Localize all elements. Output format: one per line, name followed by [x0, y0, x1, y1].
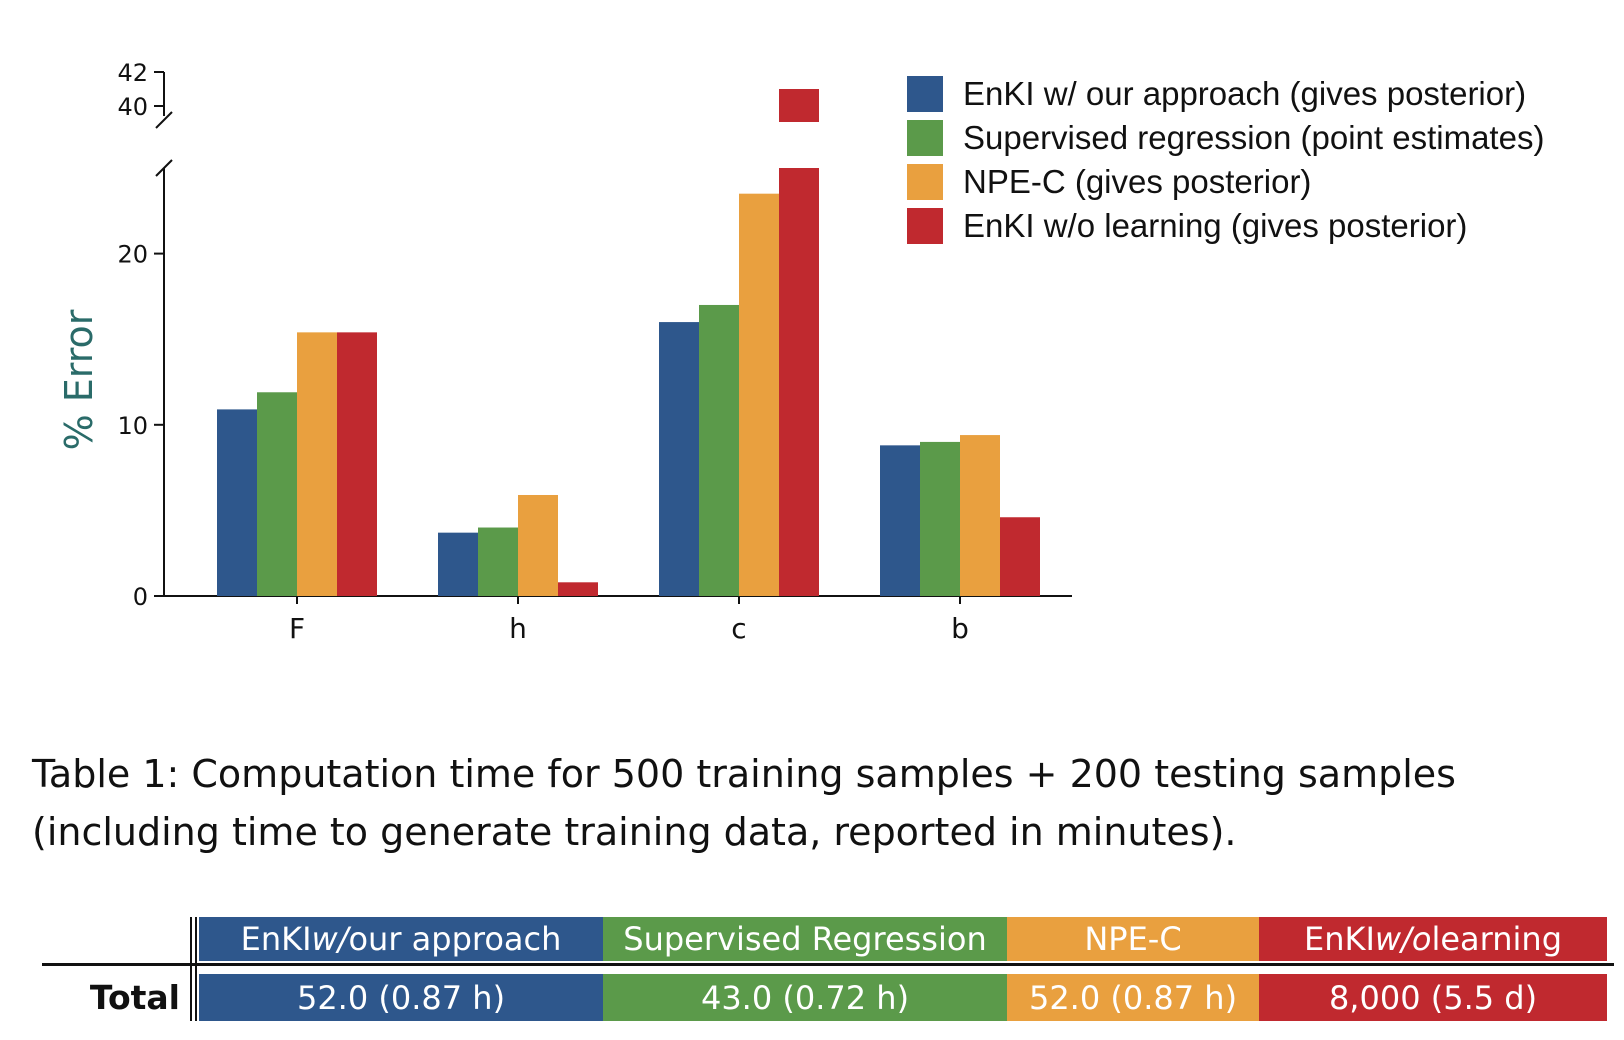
axis-break-mark-lower — [155, 159, 173, 177]
table-value-3: 52.0 (0.87 h) — [1007, 974, 1259, 1021]
bar-c-3 — [739, 193, 779, 596]
bar-b-4 — [1000, 517, 1040, 596]
table-top-rule — [42, 963, 1614, 966]
table-value-2: 43.0 (0.72 h) — [603, 974, 1007, 1021]
table-header-3: NPE-C — [1007, 917, 1259, 961]
y-axis-label: % Error — [57, 309, 101, 450]
table-value-4: 8,000 (5.5 d) — [1259, 974, 1607, 1021]
x-tick-label-c: c — [731, 612, 746, 645]
legend-label-2: Supervised regression (point estimates) — [963, 119, 1545, 156]
legend-item-4: EnKI w/o learning (gives posterior) — [907, 204, 1544, 248]
x-tick-label-b: b — [951, 612, 969, 645]
bar-c-1 — [659, 322, 699, 596]
bar-h-2 — [478, 527, 518, 596]
x-tick-label-h: h — [509, 612, 527, 645]
table-header-4: EnKI w/o learning — [1259, 917, 1607, 961]
legend: EnKI w/ our approach (gives posterior) Su… — [907, 72, 1544, 248]
table-caption: Table 1: Computation time for 500 traini… — [32, 745, 1592, 861]
bar-chart: 0 10 20 40 42 % Error F h c b — [57, 59, 1072, 645]
legend-swatch-3 — [907, 164, 943, 200]
legend-label-3: NPE-C (gives posterior) — [963, 163, 1312, 200]
bar-c-4-upper — [779, 89, 819, 122]
bar-b-3 — [960, 435, 1000, 596]
bar-b-2 — [920, 441, 960, 596]
y-tick-label-20: 20 — [117, 241, 148, 269]
y-tick-label-10: 10 — [117, 412, 148, 440]
legend-swatch-1 — [907, 76, 943, 112]
bar-F-3 — [297, 332, 337, 596]
row-label-total: Total — [89, 977, 180, 1017]
table-vrule-1 — [190, 917, 192, 1021]
legend-label-4: EnKI w/o learning (gives posterior) — [963, 207, 1468, 244]
legend-item-2: Supervised regression (point estimates) — [907, 116, 1544, 160]
bar-h-3 — [518, 494, 558, 596]
legend-swatch-2 — [907, 120, 943, 156]
table-header-1: EnKI w/ our approach — [199, 917, 603, 961]
bar-F-2 — [257, 392, 297, 596]
legend-swatch-4 — [907, 208, 943, 244]
bar-c-4-lower — [779, 168, 819, 596]
bar-h-1 — [438, 532, 478, 596]
bar-b-1 — [880, 445, 920, 596]
x-tick-label-F: F — [289, 612, 305, 645]
caption-line-1: Table 1: Computation time for 500 traini… — [32, 752, 1456, 796]
bar-c-2 — [699, 304, 739, 596]
legend-label-1: EnKI w/ our approach (gives posterior) — [963, 75, 1527, 112]
legend-item-3: NPE-C (gives posterior) — [907, 160, 1544, 204]
legend-item-1: EnKI w/ our approach (gives posterior) — [907, 72, 1544, 116]
y-tick-label-42: 42 — [117, 59, 148, 87]
table-header-2: Supervised Regression — [603, 917, 1007, 961]
bar-h-4 — [558, 582, 598, 596]
y-tick-label-40: 40 — [117, 93, 148, 121]
y-tick-label-0: 0 — [133, 583, 148, 611]
caption-line-2: (including time to generate training dat… — [32, 810, 1237, 854]
table-vrule-2 — [195, 917, 197, 1021]
axis-break-mark-upper — [155, 111, 173, 129]
bar-F-1 — [217, 409, 257, 596]
bar-F-4 — [337, 332, 377, 596]
table-value-1: 52.0 (0.87 h) — [199, 974, 603, 1021]
